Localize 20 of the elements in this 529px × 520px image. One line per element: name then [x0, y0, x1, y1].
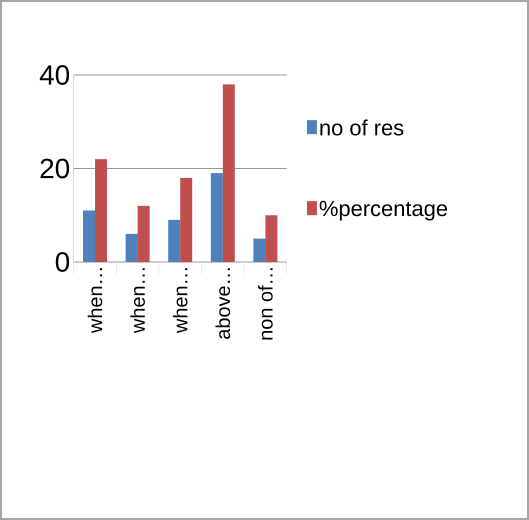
x-tick-label: when…	[130, 268, 145, 334]
bar	[168, 220, 180, 262]
y-tick-label: 20	[40, 158, 70, 178]
bar	[265, 215, 278, 262]
x-tick-label: non of…	[258, 268, 273, 340]
bar	[126, 234, 138, 262]
bar	[222, 84, 235, 262]
bar	[253, 238, 266, 262]
y-tick-label: 40	[40, 65, 70, 85]
x-tick-label: above…	[215, 268, 230, 339]
x-tick-label: when…	[88, 268, 102, 334]
x-tick-label: when…	[172, 268, 188, 334]
bar	[95, 159, 108, 262]
bar	[138, 206, 150, 262]
y-tick-label: 0	[56, 252, 70, 272]
legend-label: no of res	[320, 119, 404, 136]
bar	[180, 178, 192, 262]
bar	[210, 173, 223, 262]
legend-label: %percentage	[320, 200, 448, 221]
bar	[83, 210, 96, 262]
